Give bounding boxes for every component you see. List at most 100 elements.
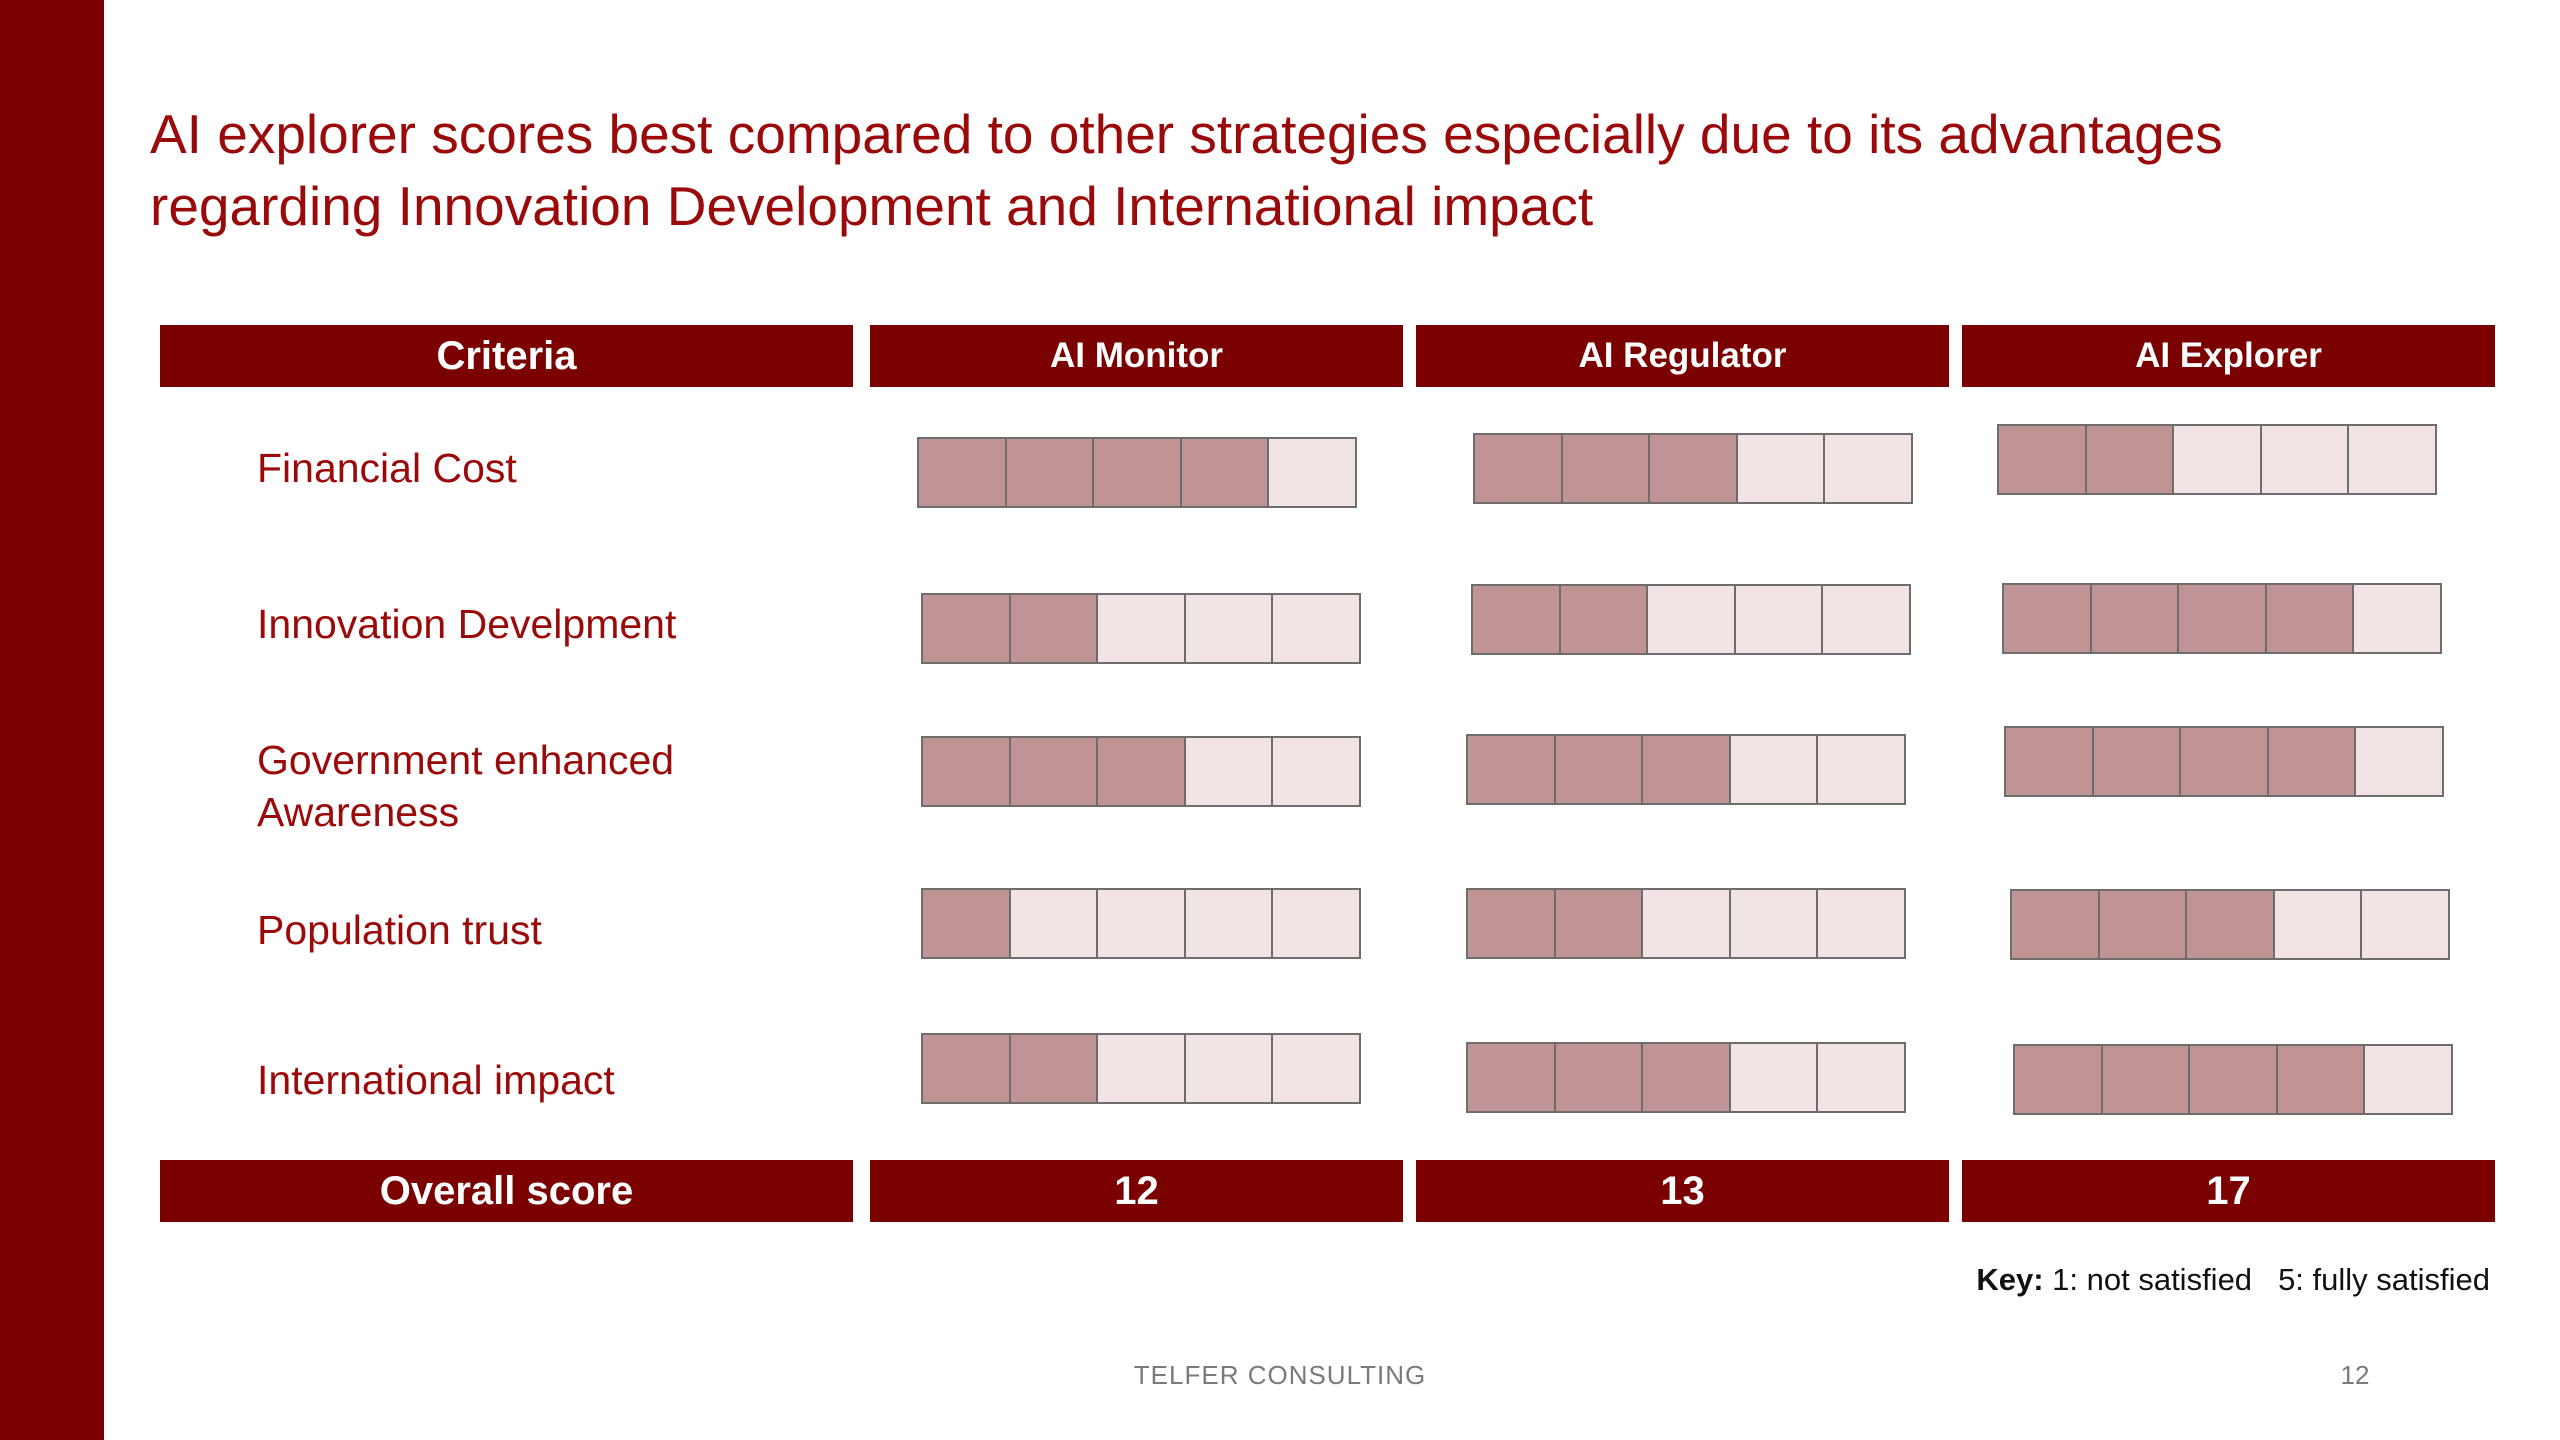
score-bar-innovation-ai-regulator — [1471, 584, 1911, 655]
score-bar-financial-cost-ai-monitor — [917, 437, 1357, 508]
score-cell-empty — [1010, 890, 1097, 957]
score-cell-filled — [1468, 736, 1554, 803]
score-cell-filled — [2004, 585, 2090, 652]
strategy-header-ai-regulator: AI Regulator — [1416, 325, 1949, 387]
score-cell-empty — [1730, 736, 1817, 803]
score-cell-filled — [2015, 1046, 2101, 1113]
score-cell-empty — [1185, 595, 1272, 662]
score-cell-filled — [2099, 891, 2186, 958]
key-low: 1: not satisfied — [2052, 1262, 2253, 1297]
strategy-header-ai-monitor: AI Monitor — [870, 325, 1403, 387]
score-bar-international-ai-explorer — [2013, 1044, 2453, 1115]
criterion-label-financial-cost: Financial Cost — [257, 445, 517, 491]
title-line-2: regarding Innovation Development and Int… — [150, 175, 1594, 237]
score-cell-empty — [1818, 736, 1904, 803]
score-cell-empty — [1273, 738, 1359, 805]
score-cell-filled — [1094, 439, 1180, 506]
score-cell-filled — [2187, 891, 2273, 958]
score-bar-trust-ai-monitor — [921, 888, 1361, 959]
score-cell-empty — [1730, 890, 1817, 957]
score-cell-empty — [1823, 586, 1909, 653]
score-cell-filled — [2181, 728, 2267, 795]
score-bar-awareness-ai-explorer — [2004, 726, 2444, 797]
score-cell-filled — [2266, 585, 2353, 652]
score-cell-filled — [1010, 738, 1097, 805]
score-cell-empty — [2349, 426, 2435, 493]
score-cell-empty — [1825, 435, 1911, 502]
score-cell-filled — [2006, 728, 2092, 795]
criterion-label-government-awareness: Government enhanced Awareness — [257, 737, 675, 835]
score-cell-empty — [2261, 426, 2348, 493]
score-cell-empty — [1643, 890, 1729, 957]
criterion-label-population-trust: Population trust — [257, 907, 542, 953]
score-cell-empty — [2354, 585, 2440, 652]
score-cell-filled — [1473, 586, 1559, 653]
score-cell-empty — [1648, 586, 1734, 653]
score-cell-empty — [1273, 890, 1359, 957]
score-cell-empty — [1818, 1044, 1904, 1111]
score-bar-trust-ai-explorer — [2010, 889, 2450, 960]
score-cell-filled — [1560, 586, 1647, 653]
score-key: Key: 1: not satisfied 5: fully satisfied — [1976, 1262, 2490, 1298]
score-cell-filled — [1006, 439, 1093, 506]
score-bar-international-ai-monitor — [921, 1033, 1361, 1104]
score-cell-empty — [1269, 439, 1355, 506]
score-cell-empty — [2274, 891, 2361, 958]
score-cell-empty — [1730, 1044, 1817, 1111]
score-cell-filled — [1999, 426, 2085, 493]
score-bar-international-ai-regulator — [1466, 1042, 1906, 1113]
score-bar-financial-cost-ai-regulator — [1473, 433, 1913, 504]
overall-score-ai-explorer: 17 — [1962, 1160, 2495, 1222]
score-bar-awareness-ai-regulator — [1466, 734, 1906, 805]
criterion-label-international-impact: International impact — [257, 1057, 615, 1103]
score-cell-filled — [1555, 890, 1642, 957]
score-cell-filled — [1643, 1044, 1729, 1111]
score-cell-empty — [1735, 586, 1822, 653]
score-cell-empty — [2362, 891, 2448, 958]
score-cell-filled — [923, 738, 1009, 805]
score-cell-filled — [1555, 1044, 1642, 1111]
score-bar-trust-ai-regulator — [1466, 888, 1906, 959]
score-cell-empty — [1185, 890, 1272, 957]
score-cell-filled — [923, 595, 1009, 662]
score-cell-filled — [2102, 1046, 2189, 1113]
score-cell-filled — [1010, 1035, 1097, 1102]
criteria-header: Criteria — [160, 325, 853, 387]
score-cell-filled — [1650, 435, 1736, 502]
score-cell-filled — [1098, 738, 1184, 805]
score-cell-empty — [1185, 738, 1272, 805]
score-cell-empty — [1737, 435, 1824, 502]
score-cell-filled — [1010, 595, 1097, 662]
accent-side-bar — [0, 0, 104, 1440]
score-cell-filled — [1562, 435, 1649, 502]
score-cell-filled — [2277, 1046, 2364, 1113]
title-line-1: AI explorer scores best compared to othe… — [150, 103, 2223, 165]
score-cell-filled — [1181, 439, 1268, 506]
strategy-header-ai-explorer: AI Explorer — [1962, 325, 2495, 387]
score-cell-filled — [2190, 1046, 2276, 1113]
key-label: Key: — [1976, 1262, 2044, 1297]
score-cell-filled — [923, 890, 1009, 957]
score-bar-innovation-ai-monitor — [921, 593, 1361, 664]
score-cell-filled — [2091, 585, 2178, 652]
criterion-label-innovation-development: Innovation Develpment — [257, 601, 677, 647]
score-cell-empty — [2365, 1046, 2451, 1113]
score-cell-filled — [919, 439, 1005, 506]
score-cell-filled — [1468, 890, 1554, 957]
footer-company: TELFER CONSULTING — [1133, 1360, 1427, 1390]
score-cell-empty — [1098, 890, 1184, 957]
score-cell-filled — [1468, 1044, 1554, 1111]
score-cell-empty — [2174, 426, 2260, 493]
overall-score-ai-regulator: 13 — [1416, 1160, 1949, 1222]
score-cell-filled — [2086, 426, 2173, 493]
score-cell-filled — [1475, 435, 1561, 502]
score-bar-financial-cost-ai-explorer — [1997, 424, 2437, 495]
score-cell-filled — [1643, 736, 1729, 803]
score-cell-filled — [1555, 736, 1642, 803]
slide-title: AI explorer scores best compared to othe… — [150, 98, 2450, 242]
score-cell-filled — [923, 1035, 1009, 1102]
score-bar-innovation-ai-explorer — [2002, 583, 2442, 654]
score-cell-empty — [1818, 890, 1904, 957]
score-cell-empty — [1273, 1035, 1359, 1102]
